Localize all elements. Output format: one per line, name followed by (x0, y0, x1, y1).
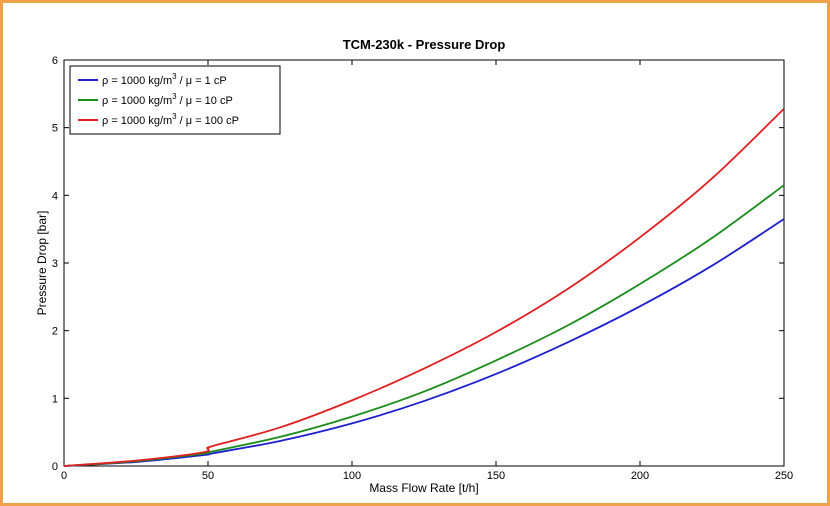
series-line-1-cp (63, 218, 785, 467)
axis-ticks: 0 50 100 150 200 250 0 1 2 3 4 5 6 (52, 55, 793, 482)
x-axis-label: Mass Flow Rate [t/h] (369, 481, 478, 495)
y-tick-label: 1 (52, 393, 58, 405)
x-tick-label: 250 (775, 470, 793, 482)
x-tick-label: 200 (631, 470, 649, 482)
y-tick-label: 3 (52, 258, 58, 270)
series-line-100-cp (63, 108, 785, 467)
series-lines (63, 108, 785, 467)
x-tick-label: 100 (343, 470, 361, 482)
legend-box (69, 65, 281, 135)
legend: ρ = 1000 kg/m3 / μ = 1 cP ρ = 1000 kg/m3 … (69, 65, 281, 135)
chart-title: TCM-230k - Pressure Drop (343, 37, 506, 52)
legend-entry: ρ = 1000 kg/m3 / μ = 10 cP (102, 92, 233, 107)
y-tick-label: 4 (52, 190, 58, 202)
y-tick-label: 2 (52, 326, 58, 338)
x-tick-label: 0 (61, 470, 67, 482)
legend-entry: ρ = 1000 kg/m3 / μ = 1 cP (102, 72, 227, 87)
legend-entry: ρ = 1000 kg/m3 / μ = 100 cP (102, 112, 239, 127)
x-tick-label: 150 (487, 470, 505, 482)
y-tick-label: 6 (52, 55, 58, 67)
y-axis-label: Pressure Drop [bar] (35, 211, 49, 316)
y-tick-label: 5 (52, 123, 58, 135)
y-tick-label: 0 (52, 461, 58, 473)
series-line-10-cp (63, 184, 785, 467)
x-tick-label: 50 (202, 470, 214, 482)
